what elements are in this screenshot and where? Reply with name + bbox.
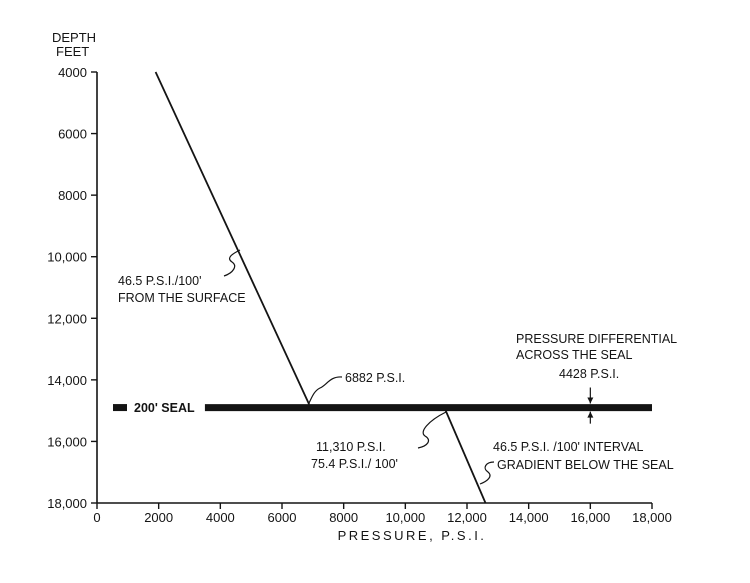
interval-gradient-label-line1: 46.5 P.S.I. /100' INTERVAL <box>493 440 643 454</box>
x-axis-title: PRESSURE, P.S.I. <box>338 528 487 543</box>
top-pressure-leader <box>308 376 343 404</box>
series-line-below-seal <box>444 410 487 504</box>
below-pressure-label-line2: 75.4 P.S.I./ 100' <box>311 457 398 471</box>
interval-gradient-label-line2: GRADIENT BELOW THE SEAL <box>497 458 674 472</box>
series-line-above-seal <box>154 71 311 405</box>
y-tick-label: 4000 <box>58 65 87 80</box>
differential-arrowhead-bottom <box>587 411 594 418</box>
surface-gradient-label-line2: FROM THE SURFACE <box>118 291 246 305</box>
x-tick-label: 0 <box>93 510 100 525</box>
below-pressure-leader <box>417 411 447 449</box>
x-tick-label: 2000 <box>144 510 173 525</box>
differential-label-line2: ACROSS THE SEAL <box>516 348 633 362</box>
y-tick-label: 12,000 <box>47 311 87 326</box>
differential-arrowhead-top <box>587 397 594 404</box>
axis-ticks: 4000 6000 8000 10,000 12,000 14,000 16,000 18,0… <box>47 65 672 525</box>
x-tick-label: 4000 <box>206 510 235 525</box>
y-tick-label: 14,000 <box>47 373 87 388</box>
seal-layer <box>113 387 652 424</box>
y-tick-label: 6000 <box>58 127 87 142</box>
surface-gradient-label-line1: 46.5 P.S.I./100' <box>118 274 201 288</box>
y-tick-label: 8000 <box>58 188 87 203</box>
x-tick-label: 14,000 <box>509 510 549 525</box>
x-tick-label: 8000 <box>329 510 358 525</box>
y-tick-label: 18,000 <box>47 496 87 511</box>
surface-gradient-leader <box>223 249 241 277</box>
x-tick-label: 18,000 <box>632 510 672 525</box>
y-axis-title-line1: DEPTH <box>52 30 96 45</box>
differential-value-label: 4428 P.S.I. <box>559 367 619 381</box>
x-tick-label: 6000 <box>268 510 297 525</box>
below-pressure-label-line1: 11,310 P.S.I. <box>316 440 386 454</box>
differential-label-line1: PRESSURE DIFFERENTIAL <box>516 332 677 346</box>
seal-label: 200' SEAL <box>134 401 195 415</box>
y-tick-label: 16,000 <box>47 434 87 449</box>
x-tick-label: 12,000 <box>447 510 487 525</box>
y-axis-title-line2: FEET <box>56 44 89 59</box>
top-pressure-label: 6882 P.S.I. <box>345 371 405 385</box>
x-tick-label: 10,000 <box>385 510 425 525</box>
interval-gradient-leader <box>479 461 495 485</box>
x-tick-label: 16,000 <box>570 510 610 525</box>
y-tick-label: 10,000 <box>47 250 87 265</box>
data-series <box>154 71 487 504</box>
